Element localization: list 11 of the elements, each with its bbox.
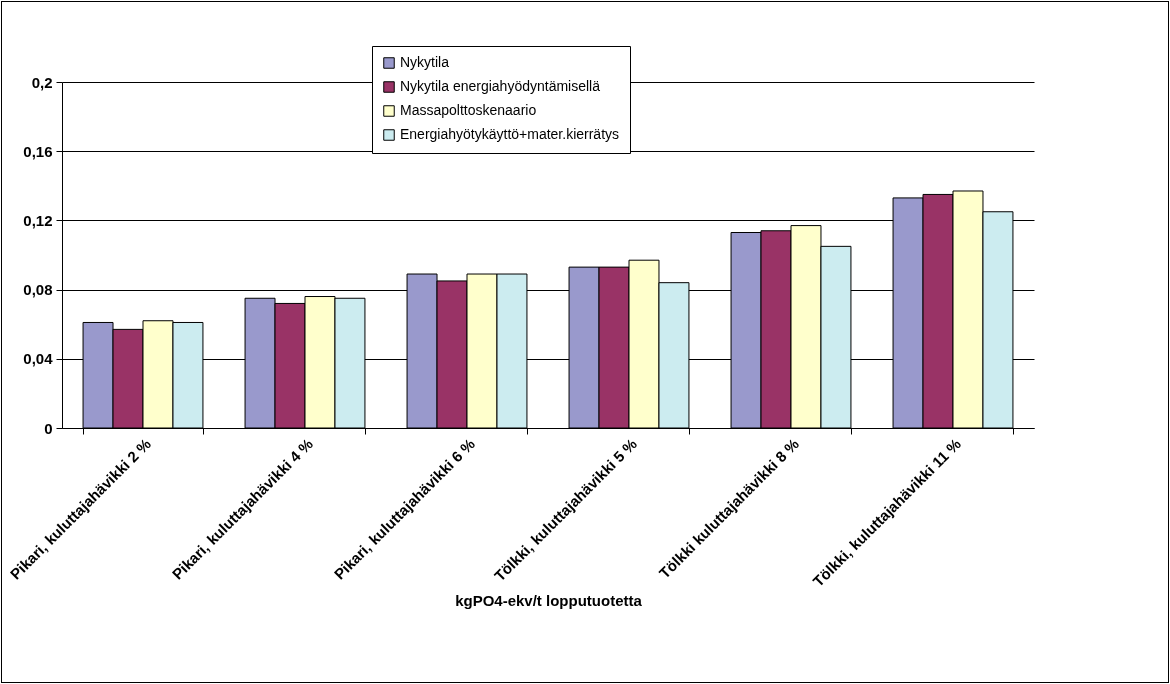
y-tick-label: 0,08 xyxy=(23,281,53,299)
legend-label: Nykytila xyxy=(400,54,450,70)
y-tick-label: 0 xyxy=(44,419,53,437)
y-tick-label: 0,16 xyxy=(23,142,53,160)
legend-label: Nykytila energiahyödyntämisellä xyxy=(400,78,601,94)
y-tick-label: 0,12 xyxy=(23,211,53,229)
legend-label: Massapolttoskenaario xyxy=(400,102,537,118)
y-tick-label: 0,04 xyxy=(23,350,54,368)
y-tick-label: 0,2 xyxy=(31,73,53,91)
x-axis-title: kgPO4-ekv/t lopputuotetta xyxy=(455,591,643,609)
legend-label: Energiahyötykäyttö+mater.kierrätys xyxy=(400,126,620,142)
